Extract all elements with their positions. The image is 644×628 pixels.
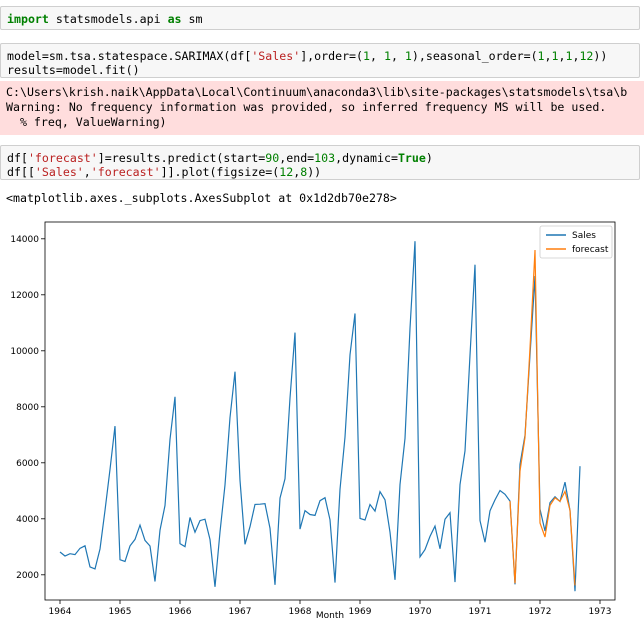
number-literal: 1 — [404, 49, 412, 63]
code-segment: df[ — [7, 151, 28, 165]
module-name: statsmodels.api — [48, 12, 168, 26]
y-tick-label: 6000 — [16, 459, 39, 469]
x-tick-label: 1970 — [409, 607, 432, 617]
sales-forecast-chart: 2000 4000 6000 8000 10000 12000 14000 1964 1965… — [10, 221, 616, 621]
cell-output-text: <matplotlib.axes._subplots.AxesSubplot a… — [6, 191, 397, 205]
code-segment: df[[ — [7, 165, 35, 179]
number-literal: 8 — [300, 165, 308, 179]
warning-trace-line: % freq, ValueWarning) — [6, 115, 167, 129]
code-cell-import[interactable]: import statsmodels.api as sm — [0, 6, 640, 30]
code-segment: )) — [593, 49, 608, 63]
code-cell-sarimax[interactable]: model=sm.tsa.statespace.SARIMAX(df['Sale… — [0, 43, 640, 78]
code-segment: model=sm.tsa.statespace.SARIMAX(df[ — [7, 49, 252, 63]
legend-label-sales: Sales — [572, 231, 596, 241]
code-segment: , — [390, 49, 405, 63]
code-segment: , — [558, 49, 566, 63]
series-lines — [59, 241, 581, 592]
string-literal: 'Sales' — [251, 49, 301, 63]
x-tick-label: 1966 — [169, 607, 192, 617]
code-segment: ]=results.predict(start= — [97, 151, 266, 165]
code-segment: ],order=( — [300, 49, 364, 63]
y-tick-label: 8000 — [16, 403, 39, 413]
series-line-forecast — [509, 249, 576, 586]
code-segment: )) — [307, 165, 322, 179]
x-tick-label: 1972 — [529, 607, 552, 617]
code-segment: , — [370, 49, 384, 63]
stderr-warning-output: C:\Users\krish.naik\AppData\Local\Contin… — [0, 81, 644, 135]
number-literal: 1 — [537, 49, 545, 63]
legend-box — [539, 225, 613, 259]
code-segment: ) — [425, 151, 433, 165]
number-literal: 1 — [565, 49, 573, 63]
x-tick-label: 1973 — [589, 607, 612, 617]
code-line: results=model.fit() — [7, 63, 140, 77]
code-segment: ,dynamic= — [335, 151, 398, 165]
x-tick-label: 1964 — [49, 607, 72, 617]
y-tick-label: 12000 — [10, 291, 39, 301]
x-tick-label: 1965 — [109, 607, 132, 617]
keyword-as: as — [167, 12, 182, 26]
x-axis-label: Month — [316, 611, 344, 621]
code-segment: ,end= — [279, 151, 315, 165]
x-axis: 1964 1965 1966 1967 1968 1969 1970 1971 1972 1973 — [49, 600, 612, 617]
x-tick-label: 1968 — [289, 607, 312, 617]
legend: Sales forecast — [539, 225, 613, 259]
y-axis: 2000 4000 6000 8000 10000 12000 14000 — [10, 235, 45, 581]
code-cell-forecast[interactable]: df['forecast']=results.predict(start=90,… — [0, 145, 640, 180]
number-literal: 12 — [579, 49, 594, 63]
x-tick-label: 1969 — [349, 607, 372, 617]
code-segment: , — [544, 49, 552, 63]
keyword-import: import — [7, 12, 49, 26]
warning-path-line: C:\Users\krish.naik\AppData\Local\Contin… — [6, 85, 628, 99]
code-segment: , — [572, 49, 580, 63]
legend-label-forecast: forecast — [572, 245, 609, 255]
module-alias: sm — [181, 12, 203, 26]
number-literal: 90 — [265, 151, 280, 165]
number-literal: 1 — [383, 49, 391, 63]
code-segment: , — [83, 165, 91, 179]
keyword-true: True — [397, 151, 426, 165]
number-literal: 1 — [551, 49, 559, 63]
y-tick-label: 10000 — [10, 347, 39, 357]
string-literal: 'Sales' — [34, 165, 84, 179]
warning-message-line: Warning: No frequency information was pr… — [6, 100, 607, 114]
y-tick-label: 14000 — [10, 235, 39, 245]
number-literal: 12 — [279, 165, 294, 179]
number-literal: 1 — [363, 49, 370, 63]
x-tick-label: 1971 — [469, 607, 492, 617]
string-literal: 'forecast' — [90, 165, 161, 179]
code-segment: ]].plot(figsize=( — [160, 165, 280, 179]
plot-area — [44, 221, 616, 601]
string-literal: 'forecast' — [27, 151, 98, 165]
x-tick-label: 1967 — [229, 607, 252, 617]
code-segment: ),seasonal_order=( — [411, 49, 538, 63]
y-tick-label: 4000 — [16, 515, 39, 525]
code-segment: , — [293, 165, 301, 179]
series-line-sales — [59, 241, 581, 592]
y-tick-label: 2000 — [16, 571, 39, 581]
number-literal: 103 — [314, 151, 336, 165]
